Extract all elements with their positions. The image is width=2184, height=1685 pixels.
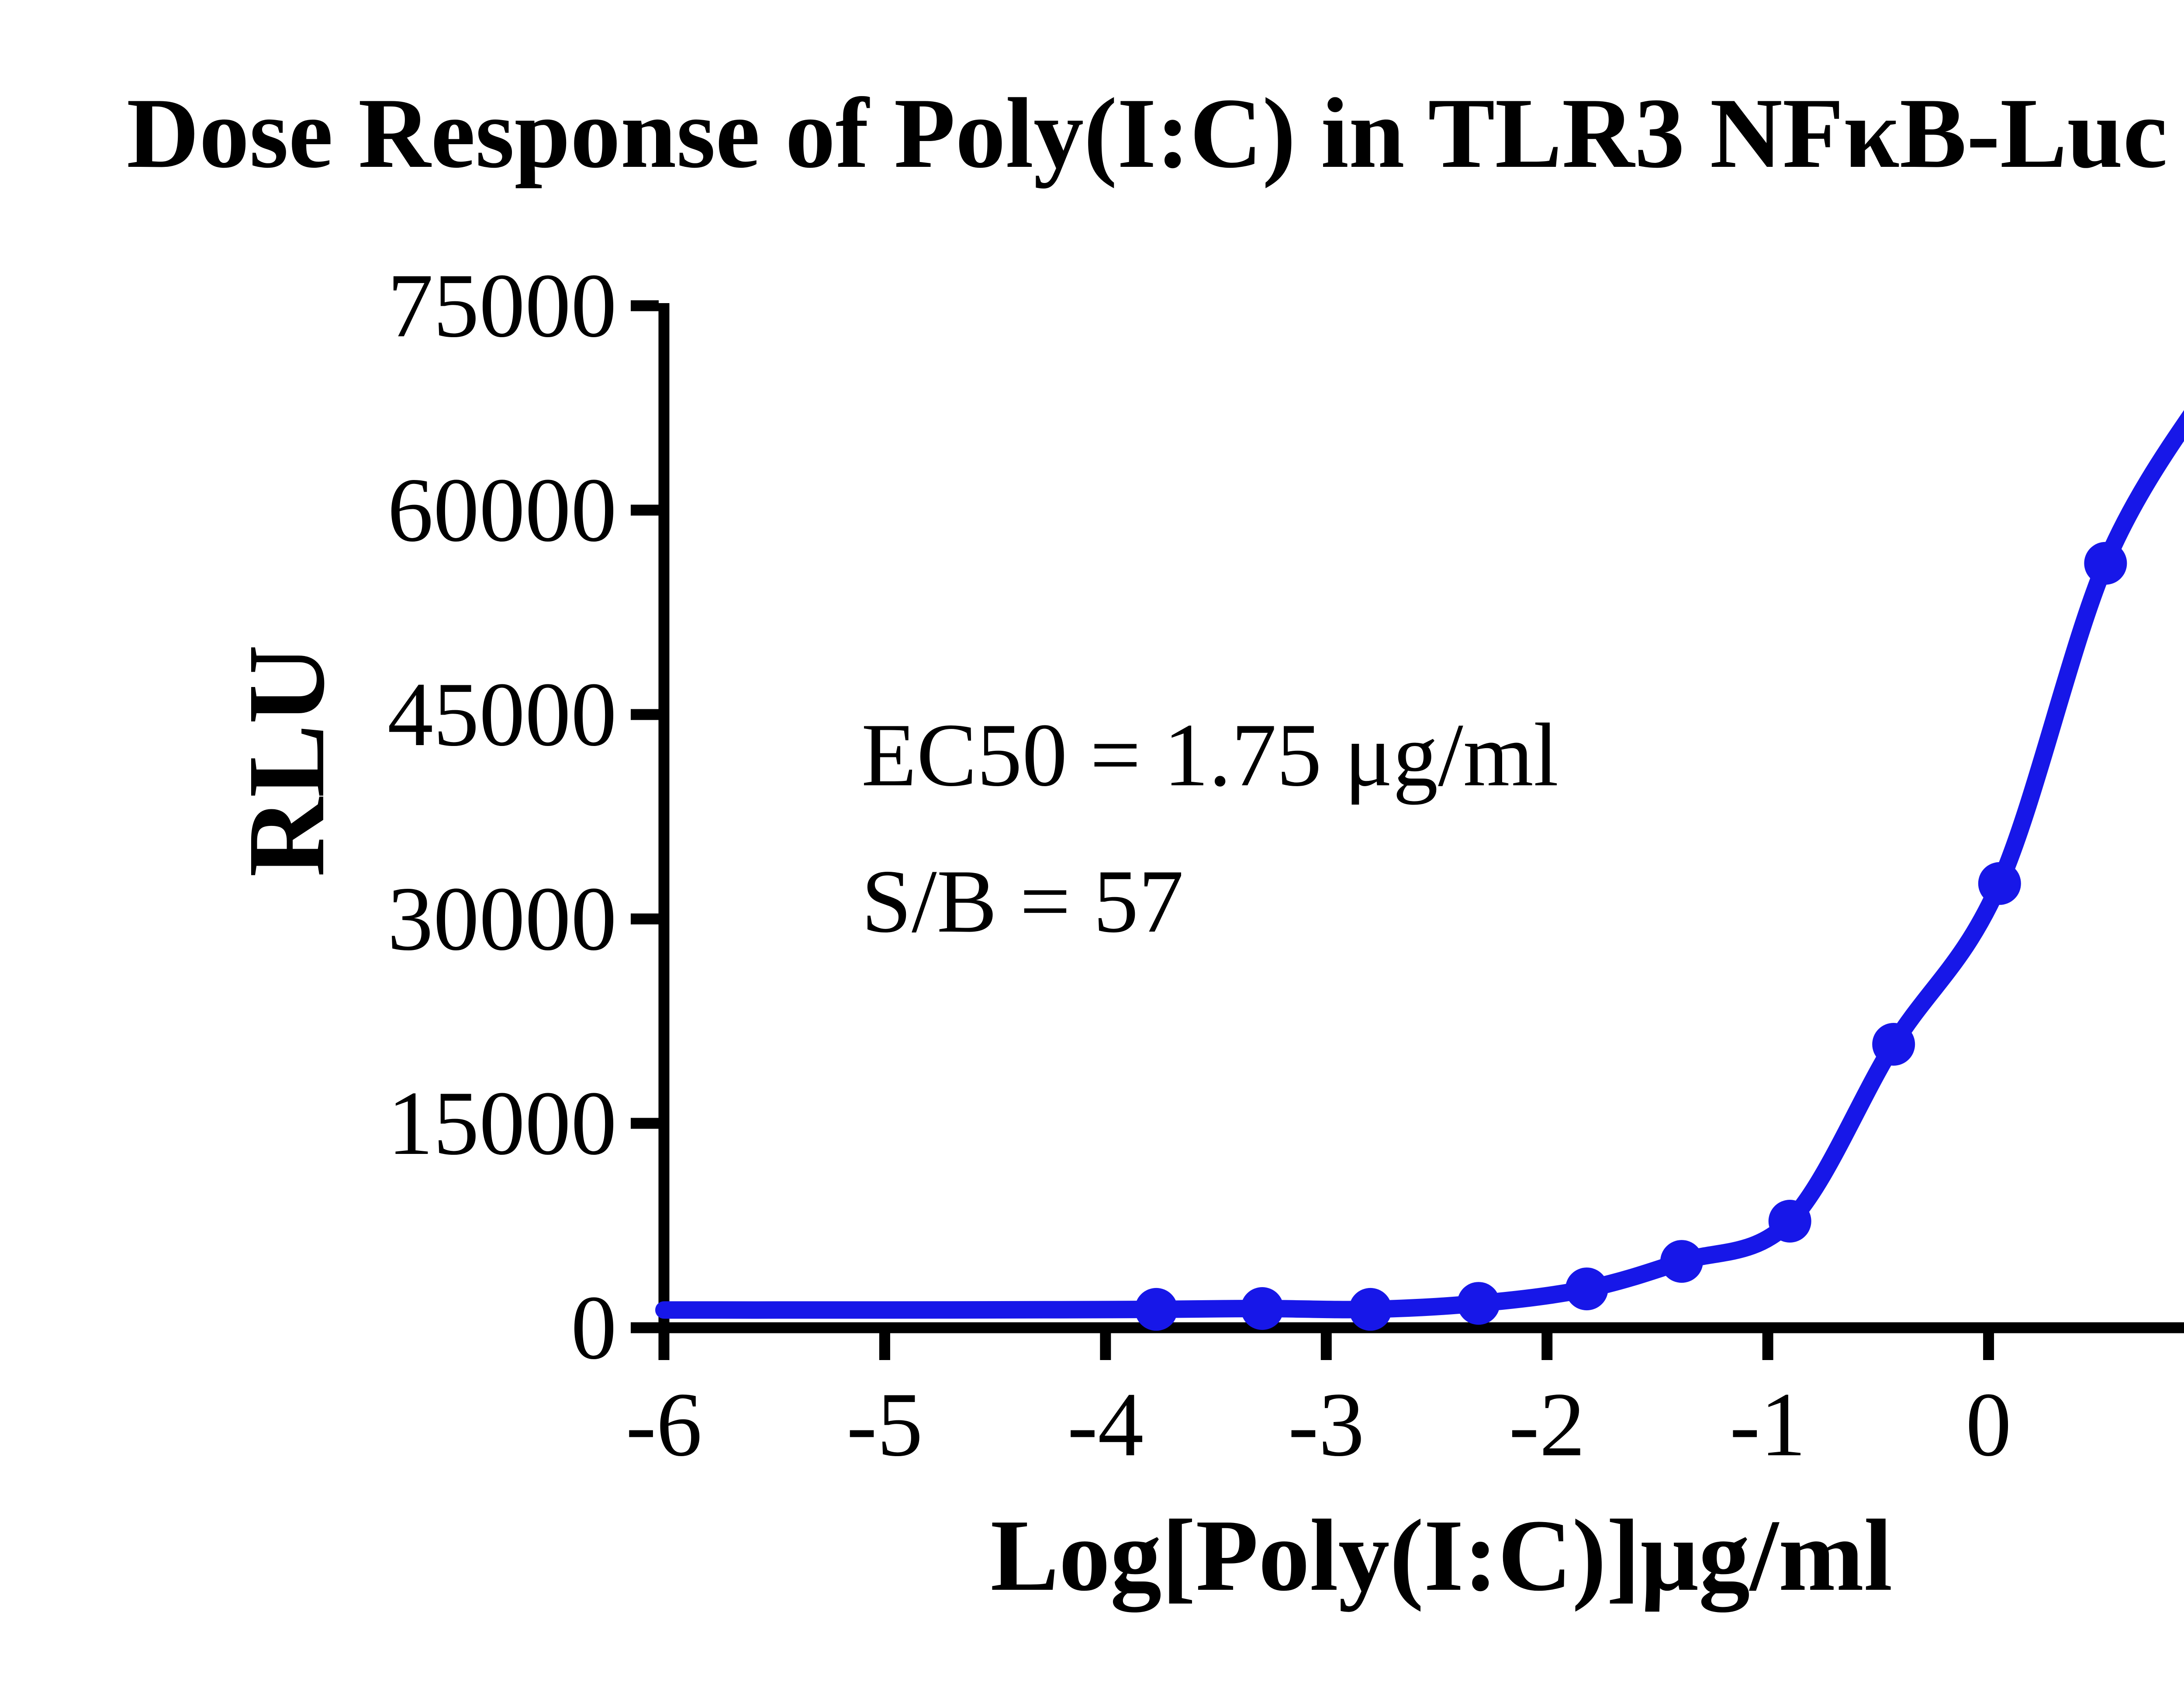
data-point-marker (1768, 1200, 1811, 1243)
y-axis-title: RLU (225, 645, 347, 877)
data-point-marker (1135, 1288, 1178, 1331)
data-point-marker (1457, 1282, 1500, 1325)
x-tick-label: -1 (1730, 1374, 1806, 1475)
y-tick-label: 15000 (387, 1073, 617, 1174)
data-point-marker (2084, 542, 2127, 585)
annotation-sb: S/B = 57 (861, 851, 1184, 951)
data-series (655, 410, 2184, 1331)
x-tick-label: -5 (847, 1374, 923, 1475)
y-tick-label: 60000 (387, 459, 617, 561)
x-tick-label: -3 (1288, 1374, 1365, 1475)
data-point-marker (1872, 1023, 1915, 1066)
data-point-marker (1241, 1287, 1284, 1330)
data-point-marker (1978, 862, 2021, 905)
y-tick-label: 75000 (387, 255, 617, 356)
y-tick-label: 45000 (387, 664, 617, 765)
x-tick-label: -6 (626, 1374, 702, 1475)
data-point-marker (1660, 1240, 1703, 1283)
chart-title: Dose Response of Poly(I:C) in TLR3 NFκB-… (127, 77, 2184, 189)
dose-response-curve (655, 410, 2184, 1319)
x-tick-label: -4 (1067, 1374, 1144, 1475)
annotation-ec50: EC50 = 1.75 μg/ml (861, 705, 1559, 805)
y-tick-label: 30000 (387, 868, 617, 970)
y-tick-label: 0 (571, 1277, 617, 1378)
data-point-marker (1349, 1288, 1392, 1331)
data-point-marker (1565, 1267, 1608, 1311)
x-axis-title: Log[Poly(I:C)]μg/ml (990, 1499, 1892, 1612)
x-tick-label: 0 (1966, 1374, 2011, 1475)
x-tick-label: -2 (1509, 1374, 1585, 1475)
